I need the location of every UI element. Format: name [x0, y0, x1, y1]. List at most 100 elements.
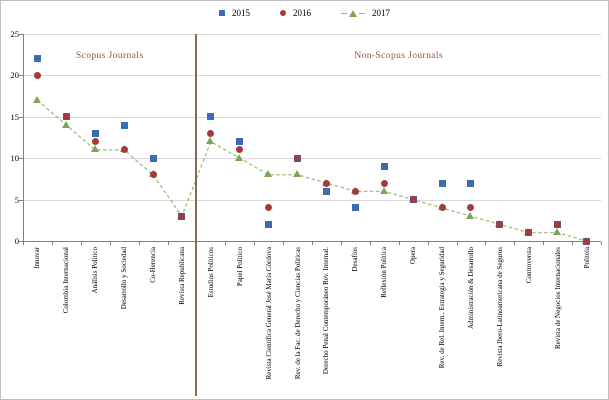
chart-legend: 2015 2016 2017 — [1, 5, 608, 21]
data-point-2016-circle — [351, 187, 359, 195]
data-point-2015-square — [351, 204, 359, 212]
gridline-25 — [23, 34, 601, 35]
data-point-2015-square — [265, 220, 273, 228]
y-tick-label-20: 20 — [10, 70, 20, 81]
legend-item-2017: 2017 — [341, 8, 390, 18]
gridline-10 — [23, 158, 601, 160]
x-axis-label: Rev. de la Fac. de Derecho y Ciencias Po… — [293, 247, 302, 380]
data-point-2017-triangle — [206, 137, 215, 145]
x-axis-label: Controversia — [524, 247, 533, 284]
data-point-2015-square — [438, 179, 446, 187]
x-tick-mark — [225, 242, 227, 245]
x-tick-mark — [51, 242, 53, 245]
y-tick-mark — [19, 116, 23, 118]
x-tick-mark — [485, 242, 487, 245]
x-tick-mark — [23, 242, 24, 245]
data-point-2016-circle — [62, 113, 70, 121]
legend-triangle-icon — [341, 9, 365, 17]
y-tick-label-15: 15 — [10, 111, 20, 122]
x-tick-mark — [167, 242, 169, 245]
x-axis-label: Administración & Desarrollo — [466, 247, 475, 330]
x-tick-mark — [572, 242, 574, 245]
data-point-2015-square — [33, 55, 41, 63]
data-point-2015-square — [91, 129, 99, 137]
gridline-20 — [23, 75, 601, 77]
data-point-2017-triangle — [293, 170, 302, 178]
data-point-2017-triangle — [264, 170, 273, 178]
gridline-5 — [23, 199, 601, 201]
x-axis-label: Innovar — [33, 247, 42, 269]
data-point-2016-circle — [178, 212, 186, 220]
x-axis-label: Revista Científica General José María Có… — [264, 247, 273, 380]
y-tick-mark — [19, 158, 23, 160]
data-point-2015-square — [380, 162, 388, 170]
legend-square-icon — [219, 10, 225, 16]
x-tick-mark — [514, 242, 516, 245]
x-tick-mark — [109, 242, 111, 245]
data-point-2017-triangle — [379, 186, 388, 194]
x-tick-mark — [456, 242, 458, 245]
data-point-2016-circle — [120, 146, 128, 154]
section-divider-line — [195, 34, 198, 396]
data-point-2015-square — [467, 179, 475, 187]
x-tick-mark — [254, 242, 256, 245]
data-point-2016-circle — [496, 220, 504, 228]
data-point-2016-circle — [236, 146, 244, 154]
x-tick-mark — [340, 242, 342, 245]
data-point-2016-circle — [467, 204, 475, 212]
legend-label: 2017 — [372, 8, 390, 18]
x-axis-label: Papel Político — [235, 247, 244, 287]
y-tick-label-10: 10 — [10, 153, 20, 164]
data-point-2016-circle — [91, 138, 99, 146]
data-point-2017-triangle — [90, 145, 99, 153]
data-point-2016-circle — [525, 229, 533, 237]
data-point-2016-circle — [33, 71, 41, 79]
data-point-2016-circle — [409, 196, 417, 204]
data-point-2017-triangle — [466, 211, 475, 219]
x-tick-mark — [427, 242, 429, 245]
y-tick-mark — [19, 75, 23, 77]
x-axis-label: Desarrollo y Sociedad — [120, 247, 129, 310]
x-tick-mark — [543, 242, 545, 245]
x-axis-label: Colombia Internacional — [62, 247, 71, 314]
y-axis-line — [23, 34, 24, 242]
data-point-2017-triangle — [235, 153, 244, 161]
x-tick-mark — [601, 242, 602, 245]
x-axis-label: Rev. de Rel. Intern., Estrategia y Segur… — [438, 247, 447, 369]
x-axis-label: Politeia — [582, 247, 591, 269]
x-tick-mark — [283, 242, 285, 245]
y-tick-label-25: 25 — [10, 29, 20, 39]
y-tick-label-0: 0 — [14, 236, 19, 246]
x-tick-mark — [312, 242, 313, 245]
x-axis-label: Estudios Políticos — [206, 247, 215, 298]
y-tick-mark — [19, 241, 23, 242]
data-point-2017-triangle — [61, 120, 70, 128]
legend-dash — [341, 12, 347, 14]
data-point-2016-circle — [207, 129, 215, 137]
data-point-2015-square — [207, 113, 215, 121]
data-point-2015-square — [322, 187, 330, 195]
data-point-2016-circle — [380, 179, 388, 187]
data-point-2016-circle — [322, 179, 330, 187]
legend-circle-icon — [280, 10, 286, 16]
x-axis-label: Derecho Penal Contemporáneo Rev. Interna… — [322, 247, 331, 375]
data-point-2016-circle — [149, 171, 157, 179]
section-label-non-scopus: Non-Scopus Journals — [354, 51, 443, 61]
legend-triangle — [349, 9, 357, 17]
plot-area — [23, 34, 602, 245]
y-tick-mark — [19, 199, 23, 201]
x-tick-mark — [138, 242, 140, 245]
x-axis-label: Co-Herencia — [149, 247, 158, 283]
data-point-2016-circle — [438, 204, 446, 212]
x-axis-label: Revista Ibero-Latinoamericana de Seguros — [495, 247, 504, 367]
y-tick-mark — [19, 34, 23, 35]
data-point-2016-circle — [294, 154, 302, 162]
legend-item-2016: 2016 — [280, 8, 311, 18]
x-axis-line — [23, 241, 601, 242]
x-tick-mark — [398, 242, 400, 245]
x-tick-mark — [369, 242, 371, 245]
x-axis-label: Revista de Negocios Internacionales — [553, 247, 562, 350]
data-point-2017-triangle — [553, 228, 562, 236]
y-tick-label-5: 5 — [14, 194, 19, 205]
